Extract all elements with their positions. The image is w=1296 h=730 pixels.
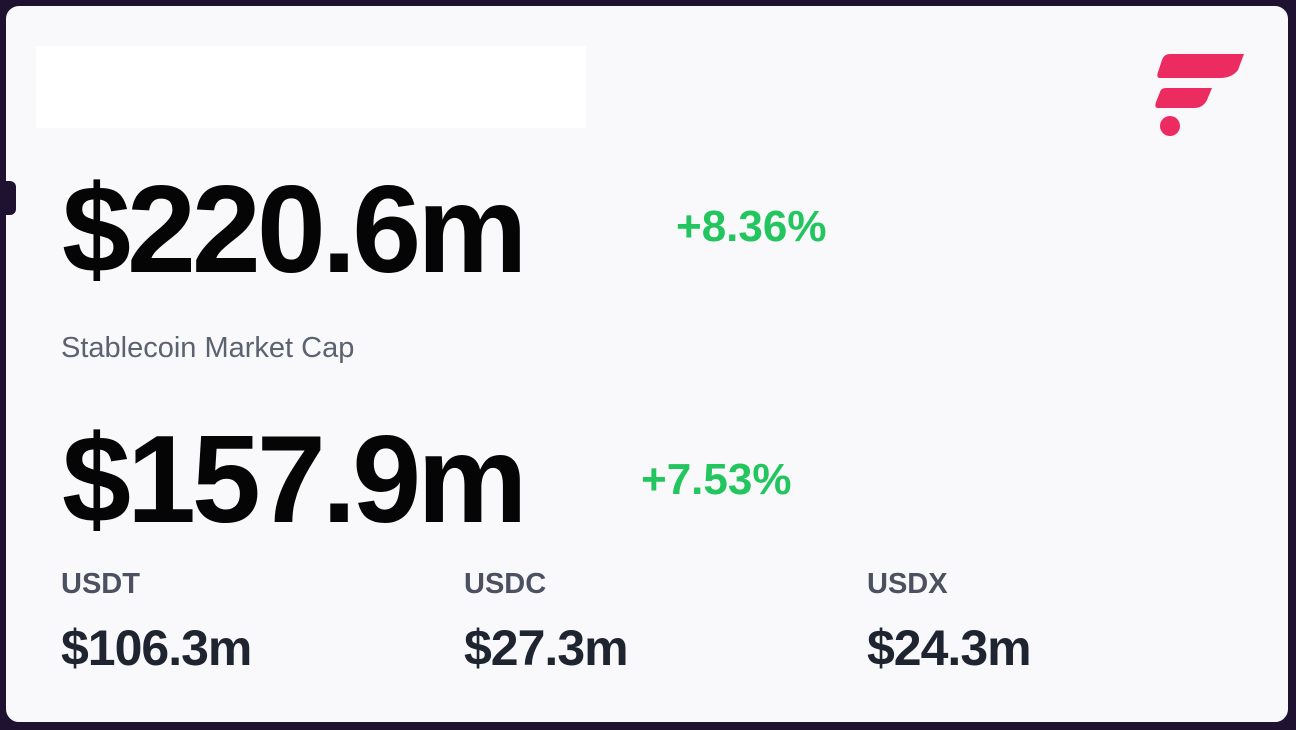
coin-usdc: USDC $27.3m [464, 568, 629, 676]
coin-name: USDC [464, 568, 547, 600]
secondary-market-cap-value: $157.9m [62, 411, 528, 549]
coin-value: $106.3m [61, 620, 252, 676]
header-placeholder [36, 46, 586, 128]
coin-name: USDX [867, 568, 948, 600]
brand-f-logo-icon [1154, 46, 1244, 136]
total-market-cap-value: $220.6m [62, 161, 528, 299]
market-cap-label: Stablecoin Market Cap [61, 332, 355, 364]
coin-name: USDT [61, 568, 140, 600]
card: $220.6m +8.36% Stablecoin Market Cap $15… [3, 3, 1291, 725]
coin-value: $24.3m [867, 620, 1032, 676]
coin-usdx: USDX $24.3m [867, 568, 1032, 676]
coin-value: $27.3m [464, 620, 629, 676]
coin-usdt: USDT $106.3m [61, 568, 252, 676]
side-tab-handle [6, 181, 16, 215]
secondary-market-cap-change: +7.53% [641, 455, 792, 504]
total-market-cap-change: +8.36% [676, 202, 827, 251]
